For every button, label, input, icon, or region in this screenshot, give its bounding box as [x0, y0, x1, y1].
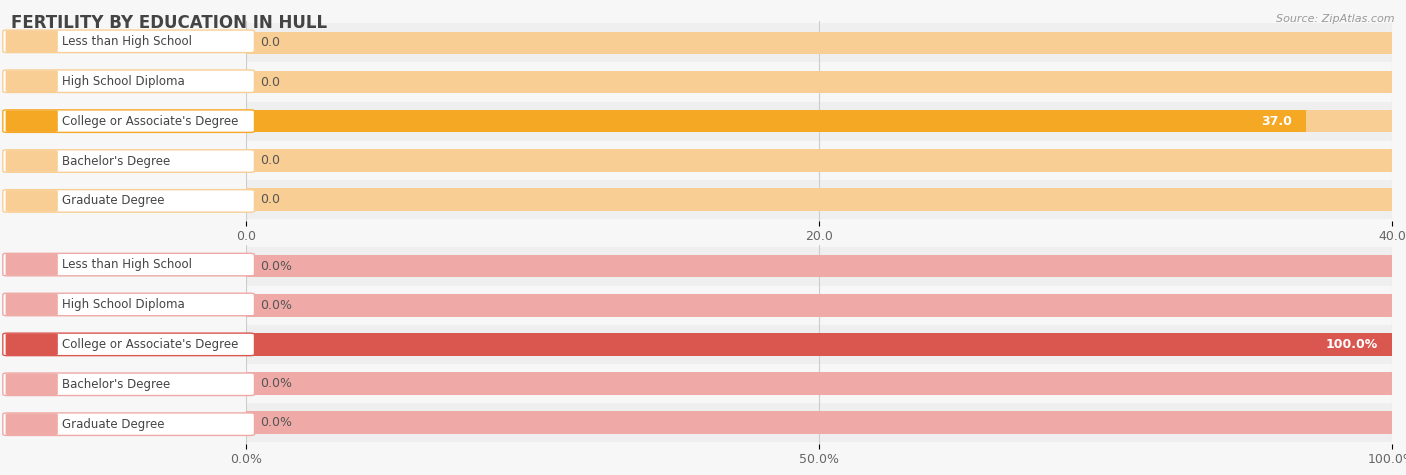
Text: 100.0%: 100.0% — [1326, 338, 1378, 351]
Bar — [246, 110, 1392, 133]
Text: 0.0: 0.0 — [260, 76, 280, 88]
Text: 0.0%: 0.0% — [260, 260, 292, 273]
Bar — [246, 285, 1392, 325]
Text: Less than High School: Less than High School — [62, 35, 193, 48]
Bar — [246, 180, 1392, 219]
Text: 0.0%: 0.0% — [260, 416, 292, 429]
Bar — [246, 294, 1392, 317]
Bar — [246, 372, 1392, 395]
Text: Source: ZipAtlas.com: Source: ZipAtlas.com — [1277, 14, 1395, 24]
Bar — [246, 403, 1392, 442]
Text: FERTILITY BY EDUCATION IN HULL: FERTILITY BY EDUCATION IN HULL — [11, 14, 328, 32]
Bar — [246, 71, 1392, 94]
Text: 0.0%: 0.0% — [260, 299, 292, 312]
Text: Less than High School: Less than High School — [62, 258, 193, 271]
Bar — [246, 23, 1392, 62]
Bar — [246, 333, 1392, 356]
Bar — [246, 247, 1392, 285]
Text: 0.0: 0.0 — [260, 154, 280, 167]
Bar — [246, 333, 1392, 356]
Text: High School Diploma: High School Diploma — [62, 75, 184, 88]
Text: 0.0%: 0.0% — [260, 377, 292, 390]
Text: Bachelor's Degree: Bachelor's Degree — [62, 378, 170, 391]
Bar — [246, 62, 1392, 102]
Text: High School Diploma: High School Diploma — [62, 298, 184, 311]
Bar — [246, 110, 1306, 133]
Bar — [246, 141, 1392, 180]
Bar — [246, 188, 1392, 211]
Bar — [246, 325, 1392, 364]
Bar — [246, 102, 1392, 141]
Bar — [246, 255, 1392, 277]
Text: 0.0: 0.0 — [260, 193, 280, 206]
Text: 37.0: 37.0 — [1261, 114, 1292, 128]
Bar — [246, 149, 1392, 171]
Bar — [246, 364, 1392, 403]
Text: Graduate Degree: Graduate Degree — [62, 194, 165, 208]
Text: 0.0: 0.0 — [260, 37, 280, 49]
Bar — [246, 31, 1392, 54]
Text: Bachelor's Degree: Bachelor's Degree — [62, 154, 170, 168]
Text: College or Associate's Degree: College or Associate's Degree — [62, 338, 239, 351]
Text: College or Associate's Degree: College or Associate's Degree — [62, 114, 239, 128]
Text: Graduate Degree: Graduate Degree — [62, 418, 165, 431]
Bar — [246, 411, 1392, 434]
